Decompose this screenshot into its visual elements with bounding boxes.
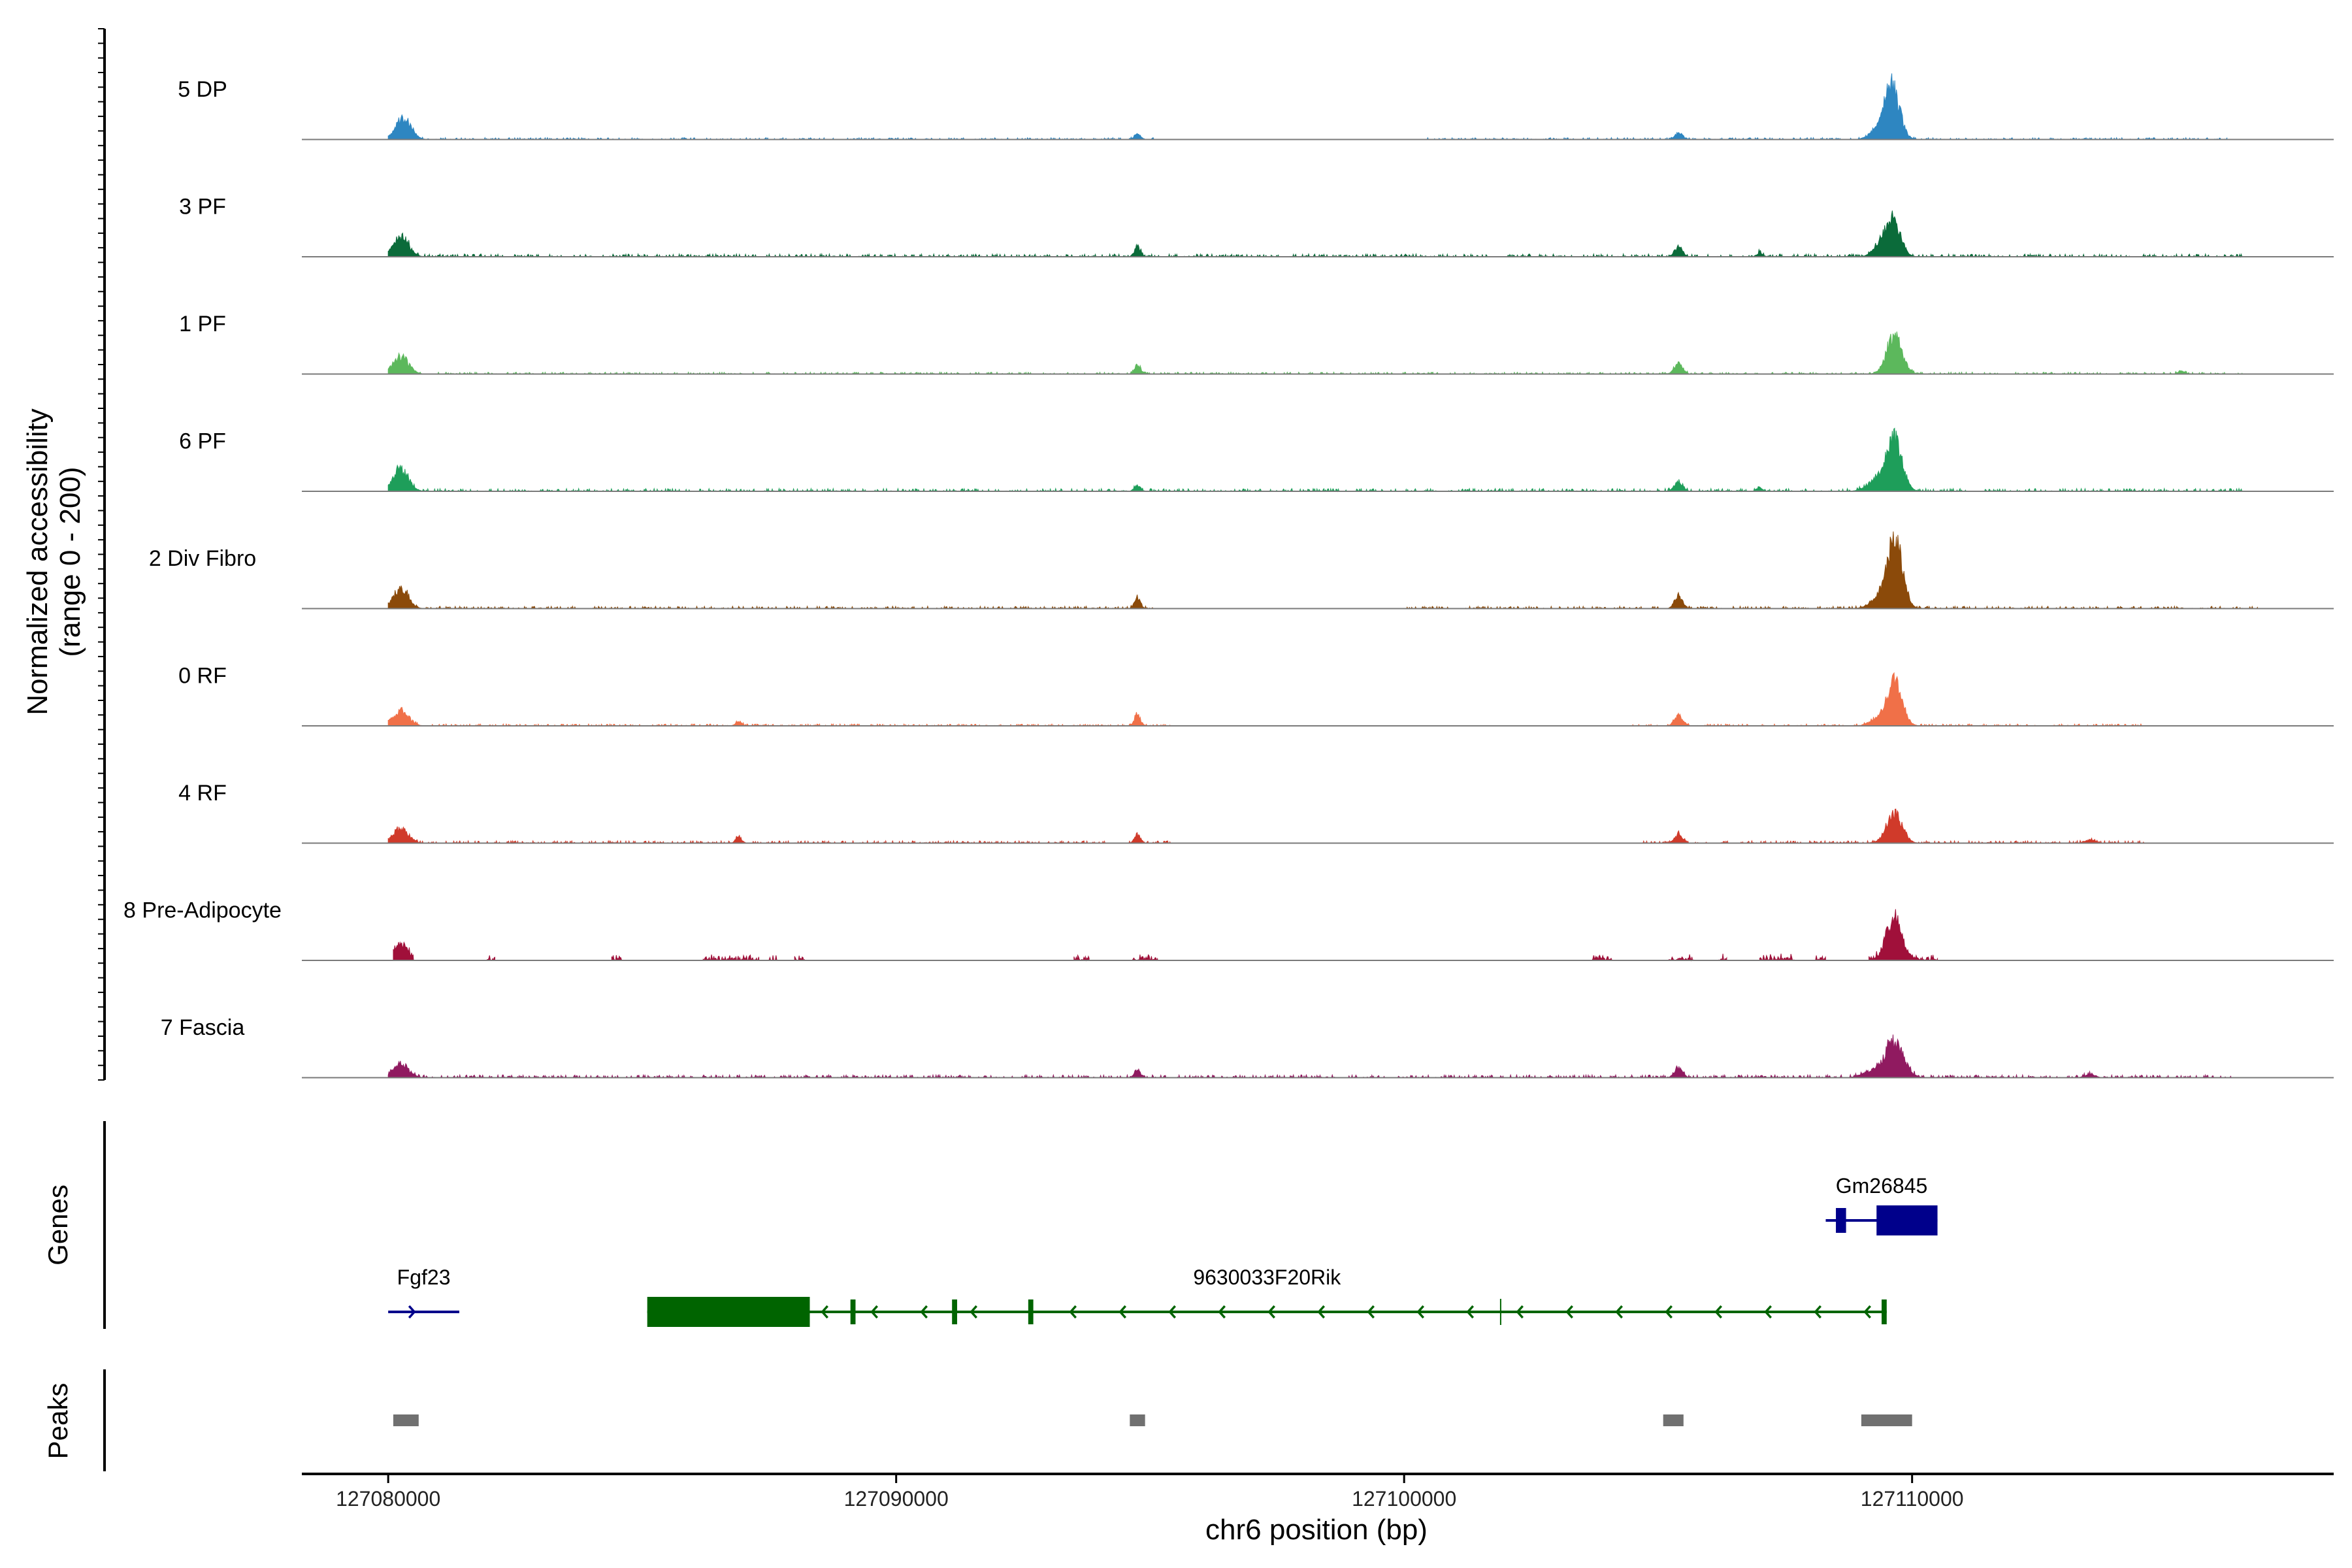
gene-label-3: Gm26845: [1836, 1174, 1928, 1198]
gene-strand-chevron: [1367, 1305, 1375, 1319]
gene-strand-chevron: [1665, 1305, 1673, 1319]
coverage-area-1: [387, 73, 2228, 140]
coverage-area-9: [387, 1034, 2232, 1079]
gene-exon-2-2: [850, 1299, 856, 1324]
track-label-3: 1 PF: [179, 312, 226, 336]
track-label-8: 8 Pre-Adipocyte: [123, 898, 282, 923]
gene-strand-chevron: [821, 1305, 829, 1319]
gene-strand-chevron: [1764, 1305, 1772, 1319]
coverage-area-4: [387, 427, 2243, 493]
gene-strand-chevron: [1069, 1305, 1077, 1319]
x-tick-label: 127100000: [1352, 1487, 1456, 1511]
track-label-2: 3 PF: [179, 195, 226, 220]
track-label-1: 5 DP: [178, 77, 227, 102]
x-tick-label: 127090000: [844, 1487, 949, 1511]
coverage-area-5: [387, 531, 2258, 610]
track-label-7: 4 RF: [178, 781, 227, 806]
genes-panel-title: Genes: [42, 1184, 73, 1266]
gene-strand-chevron: [870, 1305, 879, 1319]
coverage-area-6: [387, 672, 2146, 727]
gene-annotations: Fgf23 9630033F20Rik Gm26845: [388, 1174, 1938, 1327]
gene-strand-chevron: [408, 1305, 416, 1319]
gene-exon-3-2: [1876, 1205, 1938, 1235]
gene-label-2: 9630033F20Rik: [1193, 1266, 1341, 1289]
track-label-6: 0 RF: [178, 664, 227, 689]
gene-strand-chevron: [1119, 1305, 1127, 1319]
gene-exon-2-5: [1882, 1299, 1887, 1324]
gene-label-1: Fgf23: [397, 1266, 451, 1289]
peak-region-4: [1861, 1414, 1912, 1426]
gene-exon-3-1: [1836, 1208, 1846, 1233]
peak-region-1: [393, 1414, 419, 1426]
gene-strand-chevron: [1168, 1305, 1177, 1319]
track-label-5: 2 Div Fibro: [149, 546, 256, 571]
peak-region-3: [1663, 1414, 1684, 1426]
gene-strand-chevron: [1218, 1305, 1226, 1319]
coverage-area-3: [387, 331, 2243, 375]
y-axis-title-line1: Normalized accessibility: [22, 408, 54, 715]
gene-strand-chevron: [1466, 1305, 1475, 1319]
gene-strand-chevron: [920, 1305, 928, 1319]
peak-region-2: [1130, 1414, 1145, 1426]
gene-strand-chevron: [970, 1305, 978, 1319]
gene-strand-chevron: [1615, 1305, 1624, 1319]
peak-regions: [393, 1414, 1912, 1426]
x-axis-title: chr6 position (bp): [1205, 1514, 1428, 1546]
gene-strand-chevron: [1714, 1305, 1723, 1319]
coverage-area-7: [387, 808, 2146, 845]
gene-strand-chevron: [1565, 1305, 1574, 1319]
coverage-area-8: [393, 909, 1938, 962]
gene-strand-chevron: [1267, 1305, 1276, 1319]
gene-strand-chevron: [1516, 1305, 1524, 1319]
gene-exon-2-1: [647, 1297, 810, 1327]
x-tick-label: 127080000: [336, 1487, 440, 1511]
y-axis: [98, 28, 106, 1081]
gene-strand-chevron: [1863, 1305, 1872, 1319]
coverage-tracks: 5 DP 3 PF 1 PF 6 PF 2 Div Fibro 0 RF 4 RF 8 Pre…: [123, 73, 2334, 1079]
gene-strand-chevron: [1317, 1305, 1326, 1319]
gene-strand-chevron: [1416, 1305, 1425, 1319]
track-label-4: 6 PF: [179, 429, 226, 454]
gene-exon-2-3: [952, 1299, 957, 1324]
gene-exon-2-4: [1028, 1299, 1034, 1324]
peaks-panel-title: Peaks: [42, 1383, 73, 1460]
track-label-9: 7 Fascia: [161, 1015, 245, 1040]
gene-strand-chevron: [1814, 1305, 1822, 1319]
x-axis-ticks: 127080000 127090000 127100000 127110000: [336, 1474, 1964, 1511]
x-tick-label: 127110000: [1861, 1487, 1964, 1511]
coverage-area-2: [387, 210, 2243, 258]
y-axis-title-line2: (range 0 - 200): [54, 466, 86, 657]
